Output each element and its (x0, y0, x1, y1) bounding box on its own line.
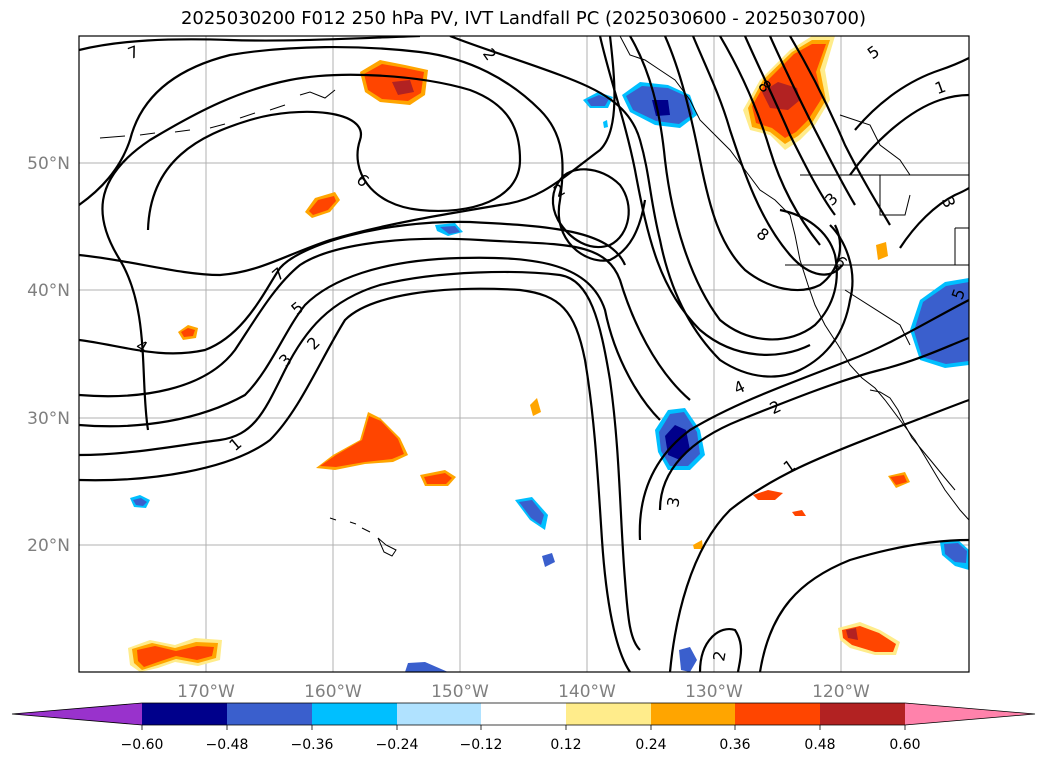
contour-label: 3 (663, 495, 683, 508)
positive-anomalies (128, 36, 910, 672)
colorbar-tick-label: −0.12 (460, 737, 503, 753)
colorbar-segment (651, 703, 735, 725)
lon-label-130w: 130°W (685, 682, 743, 702)
colorbar-tick-label: −0.60 (121, 737, 164, 753)
colorbar: −0.60 −0.48 −0.36 −0.24 −0.12 0.12 0.24 … (11, 702, 1036, 753)
lat-label-20n: 20°N (27, 536, 70, 556)
colorbar-tick-label: −0.36 (291, 737, 334, 753)
colorbar-tick-label: −0.48 (206, 737, 249, 753)
map-title: 2025030200 F012 250 hPa PV, IVT Landfall… (180, 8, 867, 29)
map-frame (78, 35, 970, 673)
pv-contours (79, 36, 969, 672)
longitude-axis: 170°W 160°W 150°W 140°W 130°W 120°W (177, 682, 870, 702)
lat-label-40n: 40°N (27, 281, 70, 301)
latitude-axis: 50°N 40°N 30°N 20°N (27, 154, 70, 556)
lat-label-50n: 50°N (27, 154, 70, 174)
colorbar-tick-label: 0.48 (804, 737, 835, 753)
colorbar-extend-max (905, 703, 1035, 725)
colorbar-segment (735, 703, 820, 725)
negative-anomalies (130, 82, 969, 672)
lat-label-30n: 30°N (27, 409, 70, 429)
map-panel (79, 36, 969, 672)
colorbar-tick-label: 0.12 (550, 737, 581, 753)
colorbar-tick-label: 0.24 (635, 737, 666, 753)
lon-label-170w: 170°W (177, 682, 235, 702)
colorbar-segment (481, 703, 566, 725)
colorbar-segment (397, 703, 481, 725)
colorbar-segment (227, 703, 312, 725)
lon-label-140w: 140°W (558, 682, 616, 702)
contour-label: 2 (709, 649, 729, 662)
colorbar-segment (142, 703, 227, 725)
colorbar-segment (566, 703, 651, 725)
colorbar-tick-label: 0.36 (719, 737, 750, 753)
lon-label-150w: 150°W (431, 682, 489, 702)
colorbar-extend-min (12, 703, 142, 725)
colorbar-segment (312, 703, 397, 725)
colorbar-tick-label: −0.24 (376, 737, 419, 753)
lon-label-120w: 120°W (812, 682, 870, 702)
lon-label-160w: 160°W (304, 682, 362, 702)
colorbar-tick-label: 0.60 (889, 737, 920, 753)
colorbar-segment (820, 703, 905, 725)
